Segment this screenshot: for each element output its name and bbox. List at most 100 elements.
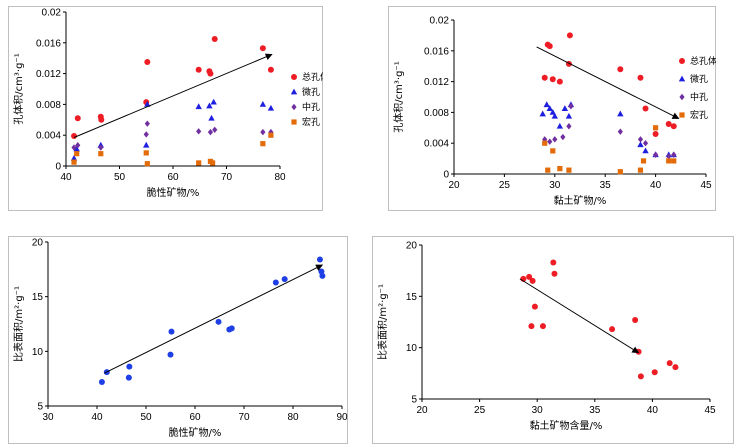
chart-a-x-tick-label: 70 [221,172,233,183]
chart-c-point-比表面积 [281,276,288,283]
chart-a-y-tick-label: 0.008 [36,100,61,111]
chart-d-point-比表面积 [666,360,673,367]
chart-a-point-中孔 [268,128,274,136]
chart-b-point-宏孔 [653,125,659,131]
chart-b-point-总孔体积 [546,43,553,50]
chart-a-point-总孔体积 [71,132,78,139]
chart-a-point-宏孔 [196,160,202,166]
chart-b-point-总孔体积 [665,120,672,127]
chart-b-point-微孔 [617,110,624,117]
chart-c-x-tick-label: 40 [91,412,103,423]
chart-b-point-微孔 [642,147,649,154]
chart-c-point-比表面积 [319,272,326,279]
chart-b-point-微孔 [637,141,644,148]
chart-b-x-tick-label: 30 [549,180,561,191]
chart-d-x-tick-label: 30 [532,405,544,416]
chart-b-point-总孔体积 [652,130,659,137]
chart-b-point-宏孔 [637,167,644,173]
chart-panel-d: 20 25 30 35 40 45 5 10 15 20 黏土矿物含量/% 比表面积/m²·g⁻¹ [372,236,734,444]
chart-a-y-tick-label: 0.016 [36,38,61,49]
chart-a-legend-marker [291,119,297,125]
chart-a-legend-marker [291,103,297,111]
chart-b-point-微孔 [551,112,558,119]
chart-a-point-微孔 [267,104,275,111]
chart-d-point-比表面积 [551,270,558,277]
chart-d-point-比表面积 [632,316,639,323]
chart-b-point-总孔体积 [617,66,624,73]
chart-b-point-中孔 [617,128,623,135]
chart-b-y-tick-label: 0.004 [424,139,449,150]
chart-d-x-label: 黏土矿物含量/% [530,419,603,432]
chart-b-point-微孔 [561,105,569,111]
chart-b-legend-label: 宏孔 [690,109,708,121]
chart-b-legend-marker [679,93,685,101]
chart-c-point-比表面积 [168,328,175,335]
chart-a-point-微孔 [70,154,78,161]
chart-c-point-比表面积 [316,256,323,263]
chart-c-y-tick-label: 5 [37,402,43,413]
chart-b-point-宏孔 [617,169,623,175]
chart-b-x-tick-label: 25 [499,180,511,191]
chart-d-y-label: 比表面积/m²·g⁻¹ [376,284,389,360]
chart-d-trend-arrow [519,278,640,354]
chart-d-point-比表面积 [528,323,535,330]
chart-a-point-中孔 [207,128,214,136]
chart-b-point-宏孔 [542,140,548,146]
chart-b-y-tick-label: 0.02 [430,16,450,27]
chart-a-point-总孔体积 [211,35,218,42]
chart-d-x-tick-label: 40 [647,405,659,416]
chart-b-point-宏孔 [550,148,556,154]
chart-d-frame [372,236,734,444]
chart-b-point-总孔体积 [642,105,649,112]
chart-b-point-微孔 [556,122,564,129]
chart-b-point-宏孔 [566,167,572,173]
chart-a-point-中孔 [75,142,81,149]
chart-panel-b: 20 25 30 35 40 45 0 0.004 0.008 0.012 0.016 0.02 黏土矿… [388,6,716,211]
chart-a-point-微孔 [73,145,80,152]
chart-b-legend-label: 微孔 [690,73,708,85]
chart-a-trend-arrow [73,53,273,138]
chart-c-y-tick-label: 10 [32,347,44,358]
chart-a-point-微孔 [144,101,151,107]
chart-b-svg: 20 25 30 35 40 45 0 0.004 0.008 0.012 0.016 0.02 黏土矿… [388,6,716,211]
chart-c-y-label: 比表面积/m²·g⁻¹ [12,286,25,362]
chart-d-x-tick-label: 25 [474,405,486,416]
chart-b-point-总孔体积 [670,123,677,130]
chart-b-point-总孔体积 [637,74,644,81]
chart-a-point-微孔 [259,101,267,107]
chart-d-point-比表面积 [550,259,557,266]
chart-d-svg: 20 25 30 35 40 45 5 10 15 20 黏土矿物含量/% 比表面积/m²·g⁻¹ [372,236,734,444]
chart-d-x-tick-label: 35 [589,405,601,416]
chart-a-point-总孔体积 [74,115,81,122]
chart-b-point-微孔 [546,105,553,111]
chart-a-point-总孔体积 [267,66,274,73]
chart-d-point-比表面积 [526,273,533,280]
chart-c-point-比表面积 [215,318,222,325]
chart-b-point-中孔 [547,138,553,145]
chart-a-point-微孔 [195,103,202,110]
chart-c-point-比表面积 [125,374,132,381]
chart-b-point-微孔 [565,112,573,119]
chart-a-point-中孔 [212,126,218,134]
chart-a-point-微孔 [208,114,215,121]
chart-b-legend-marker [679,112,685,118]
chart-a-point-宏孔 [268,132,274,138]
chart-d-x-tick-label: 45 [704,405,716,416]
chart-a-y-tick-label: 0.012 [36,69,61,80]
chart-a-point-中孔 [260,128,266,136]
chart-d-y-tick-label: 15 [406,292,418,303]
chart-b-point-总孔体积 [566,32,573,39]
chart-panel-a: 40 50 60 70 80 0 0.004 0.008 0.012 0.016 0.02 脆性矿物/… [8,6,323,211]
chart-a-y-tick-label: 0 [55,162,61,173]
chart-c-x-tick-label: 50 [140,412,152,423]
chart-b-point-宏孔 [666,158,672,164]
chart-c-x-tick-label: 60 [189,412,201,423]
chart-a-point-宏孔 [144,161,150,167]
chart-d-point-比表面积 [637,373,644,380]
chart-c-frame [8,236,348,444]
chart-b-y-label: 孔体积/cm³·g⁻¹ [393,61,405,132]
chart-d-point-比表面积 [672,364,679,371]
chart-c-point-比表面积 [228,325,235,332]
chart-b-x-label: 黏土矿物/% [554,194,607,207]
chart-a-point-中孔 [98,144,104,151]
